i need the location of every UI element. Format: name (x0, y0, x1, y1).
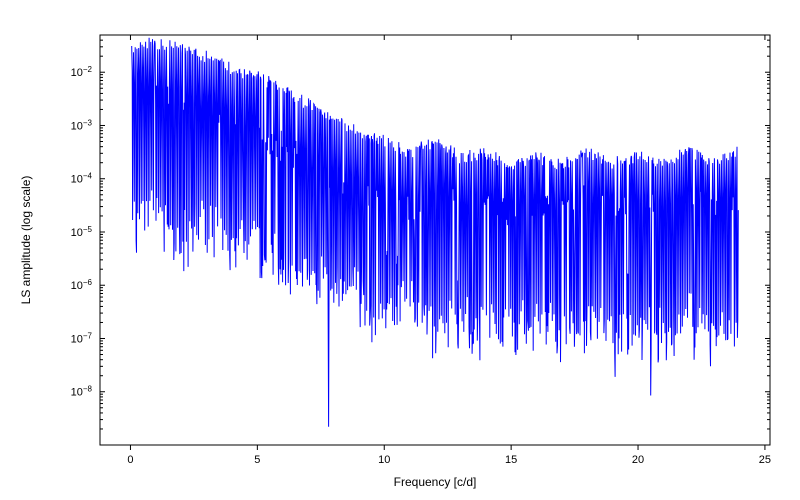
periodogram-line (132, 38, 739, 427)
y-axis-label: LS amplitude (log scale) (19, 176, 33, 305)
ytick-label: 10−2 (71, 65, 93, 79)
ytick-label: 10−4 (71, 172, 93, 186)
xtick-label: 0 (127, 454, 133, 466)
xtick-label: 20 (632, 454, 644, 466)
chart-svg: 0 5 10 15 20 25 10−8 10−7 10−6 10−5 10−4 10−3 10−2 Fr… (0, 0, 800, 500)
xtick-label: 25 (759, 454, 771, 466)
periodogram-chart: 0 5 10 15 20 25 10−8 10−7 10−6 10−5 10−4 10−3 10−2 Fr… (0, 0, 800, 500)
ytick-label: 10−5 (71, 225, 93, 239)
x-axis-label: Frequency [c/d] (394, 475, 477, 489)
xtick-label: 10 (378, 454, 390, 466)
ytick-label: 10−6 (71, 278, 93, 292)
xtick-label: 5 (254, 454, 260, 466)
xtick-label: 15 (505, 454, 517, 466)
ytick-label: 10−3 (71, 118, 93, 132)
ytick-label: 10−8 (71, 385, 93, 399)
ytick-label: 10−7 (71, 331, 93, 345)
